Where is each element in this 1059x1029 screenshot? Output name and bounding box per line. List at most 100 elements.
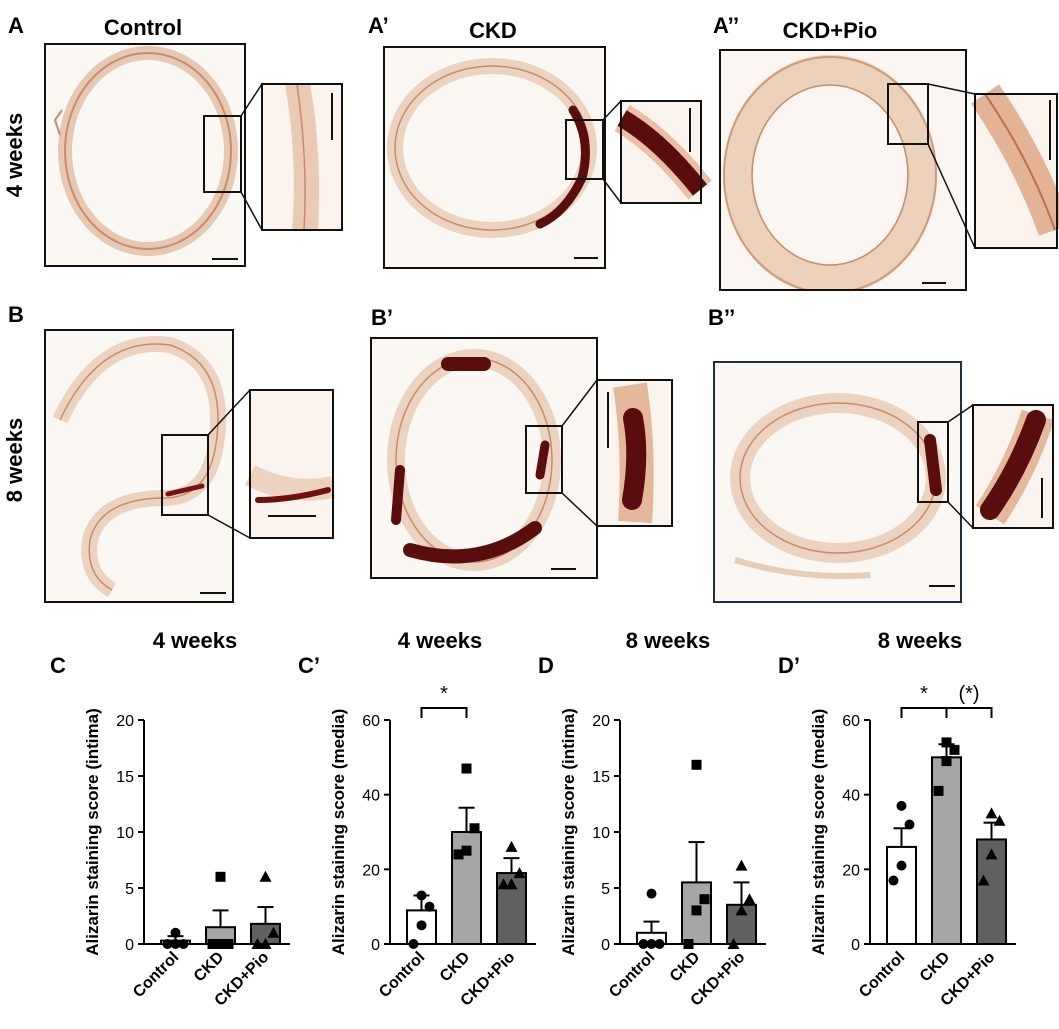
y-tick-label: 0 — [125, 937, 134, 954]
data-point — [461, 845, 472, 856]
y-tick-label: 0 — [601, 937, 610, 954]
col-title-ckd: CKD — [469, 18, 517, 43]
data-point — [941, 756, 952, 767]
y-axis-label: Alizarin staining score (media) — [329, 709, 348, 956]
data-point — [215, 939, 226, 949]
significance-label: (*) — [958, 683, 979, 705]
x-tick-label: CKD — [667, 949, 704, 986]
data-point — [505, 840, 518, 852]
significance-label: * — [920, 683, 928, 705]
data-point — [416, 890, 427, 901]
x-tick-label: Control — [130, 949, 182, 1001]
y-tick-label: 5 — [601, 881, 610, 898]
micrograph-control-4-weeks — [44, 43, 343, 267]
data-point — [683, 939, 694, 949]
panel-letter-B: B — [8, 302, 24, 327]
data-point — [941, 737, 952, 748]
data-point — [949, 744, 960, 755]
y-tick-label: 10 — [116, 825, 134, 842]
data-point — [896, 800, 907, 811]
y-tick-label: 60 — [842, 713, 860, 730]
y-tick-label: 10 — [592, 825, 610, 842]
micrograph-ckd-4-weeks — [383, 46, 712, 269]
data-point — [638, 939, 649, 949]
micrograph-ckd-pio-8-weeks — [713, 361, 1055, 603]
chart-title-D: 8 weeks — [626, 628, 710, 653]
data-point — [505, 878, 518, 890]
data-point — [497, 878, 510, 890]
data-point — [646, 939, 657, 949]
y-axis-label: Alizarin staining score (intima) — [83, 708, 102, 956]
x-tick-label: Control — [856, 949, 908, 1001]
data-point — [933, 785, 944, 796]
panel-letter-B-prime: B’ — [371, 305, 393, 330]
data-point — [691, 905, 702, 916]
y-tick-label: 5 — [125, 881, 134, 898]
data-point — [985, 848, 998, 860]
panel-letter-C: C — [50, 653, 66, 678]
y-tick-label: 15 — [116, 769, 134, 786]
significance-bracket — [900, 707, 948, 718]
micrograph-control-8-weeks — [44, 329, 336, 603]
y-tick-label: 60 — [362, 713, 380, 730]
col-title-control: Control — [104, 15, 182, 40]
y-tick-label: 15 — [592, 769, 610, 786]
col-title-ckd-pio: CKD+Pio — [783, 18, 878, 43]
data-point — [691, 759, 702, 770]
significance-bracket — [420, 707, 468, 718]
panel-letter-A: A — [8, 13, 24, 38]
y-tick-label: 20 — [116, 713, 134, 730]
data-point — [977, 874, 990, 886]
y-tick-label: 40 — [842, 788, 860, 805]
x-tick-label: CKD — [437, 949, 474, 986]
y-tick-label: 20 — [592, 713, 610, 730]
data-point — [993, 814, 1006, 826]
significance-label: * — [440, 683, 448, 705]
data-point — [223, 939, 234, 949]
data-point — [469, 823, 480, 834]
significance-bracket — [945, 707, 993, 718]
chart-title-C-prime: 4 weeks — [398, 628, 482, 653]
data-point — [162, 939, 173, 949]
x-tick-label: Control — [606, 949, 658, 1001]
data-point — [985, 807, 998, 819]
x-tick-label: CKD — [917, 949, 954, 986]
bar-chart-C-intima-4-weeks: 0 5 10 15 20 Alizarin staining score (intima)… — [83, 708, 290, 1010]
chart-title-C: 4 weeks — [153, 628, 237, 653]
y-axis-label: Alizarin staining score (intima) — [559, 708, 578, 956]
data-point — [178, 939, 189, 949]
x-tick-label: CKD — [191, 949, 228, 986]
data-point — [453, 849, 464, 860]
micrograph-ckd-pio-4-weeks — [719, 49, 1059, 291]
data-point — [513, 867, 526, 879]
panel-letter-D-prime: D’ — [778, 653, 800, 678]
y-tick-label: 20 — [842, 862, 860, 879]
data-point — [215, 871, 226, 882]
data-point — [743, 893, 756, 905]
data-point — [259, 938, 272, 949]
data-point — [416, 920, 427, 931]
data-point — [207, 939, 218, 949]
data-point — [170, 927, 181, 938]
y-axis-label: Alizarin staining score (media) — [809, 709, 828, 956]
y-tick-label: 40 — [362, 788, 380, 805]
data-point — [699, 894, 710, 905]
micrograph-ckd-8-weeks — [370, 337, 673, 579]
data-point — [461, 763, 472, 774]
data-point — [888, 875, 899, 886]
data-point — [424, 901, 435, 912]
data-point — [727, 938, 740, 949]
row-label-8-weeks: 8 weeks — [2, 418, 27, 502]
data-point — [904, 819, 915, 830]
panel-letter-A-double-prime: A’’ — [713, 13, 739, 38]
row-label-4-weeks: 4 weeks — [2, 113, 27, 197]
data-point — [735, 904, 748, 916]
data-point — [267, 926, 280, 938]
panel-letter-B-double-prime: B’’ — [708, 305, 735, 330]
data-point — [408, 939, 419, 949]
bar-chart-D-prime-media-8-weeks: 0 20 40 60 Alizarin staining score (media) Co… — [809, 683, 1016, 1010]
panel-letter-A-prime: A’ — [368, 13, 389, 38]
data-point — [170, 939, 181, 949]
x-tick-label: Control — [376, 949, 428, 1001]
chart-title-D-prime: 8 weeks — [878, 628, 962, 653]
